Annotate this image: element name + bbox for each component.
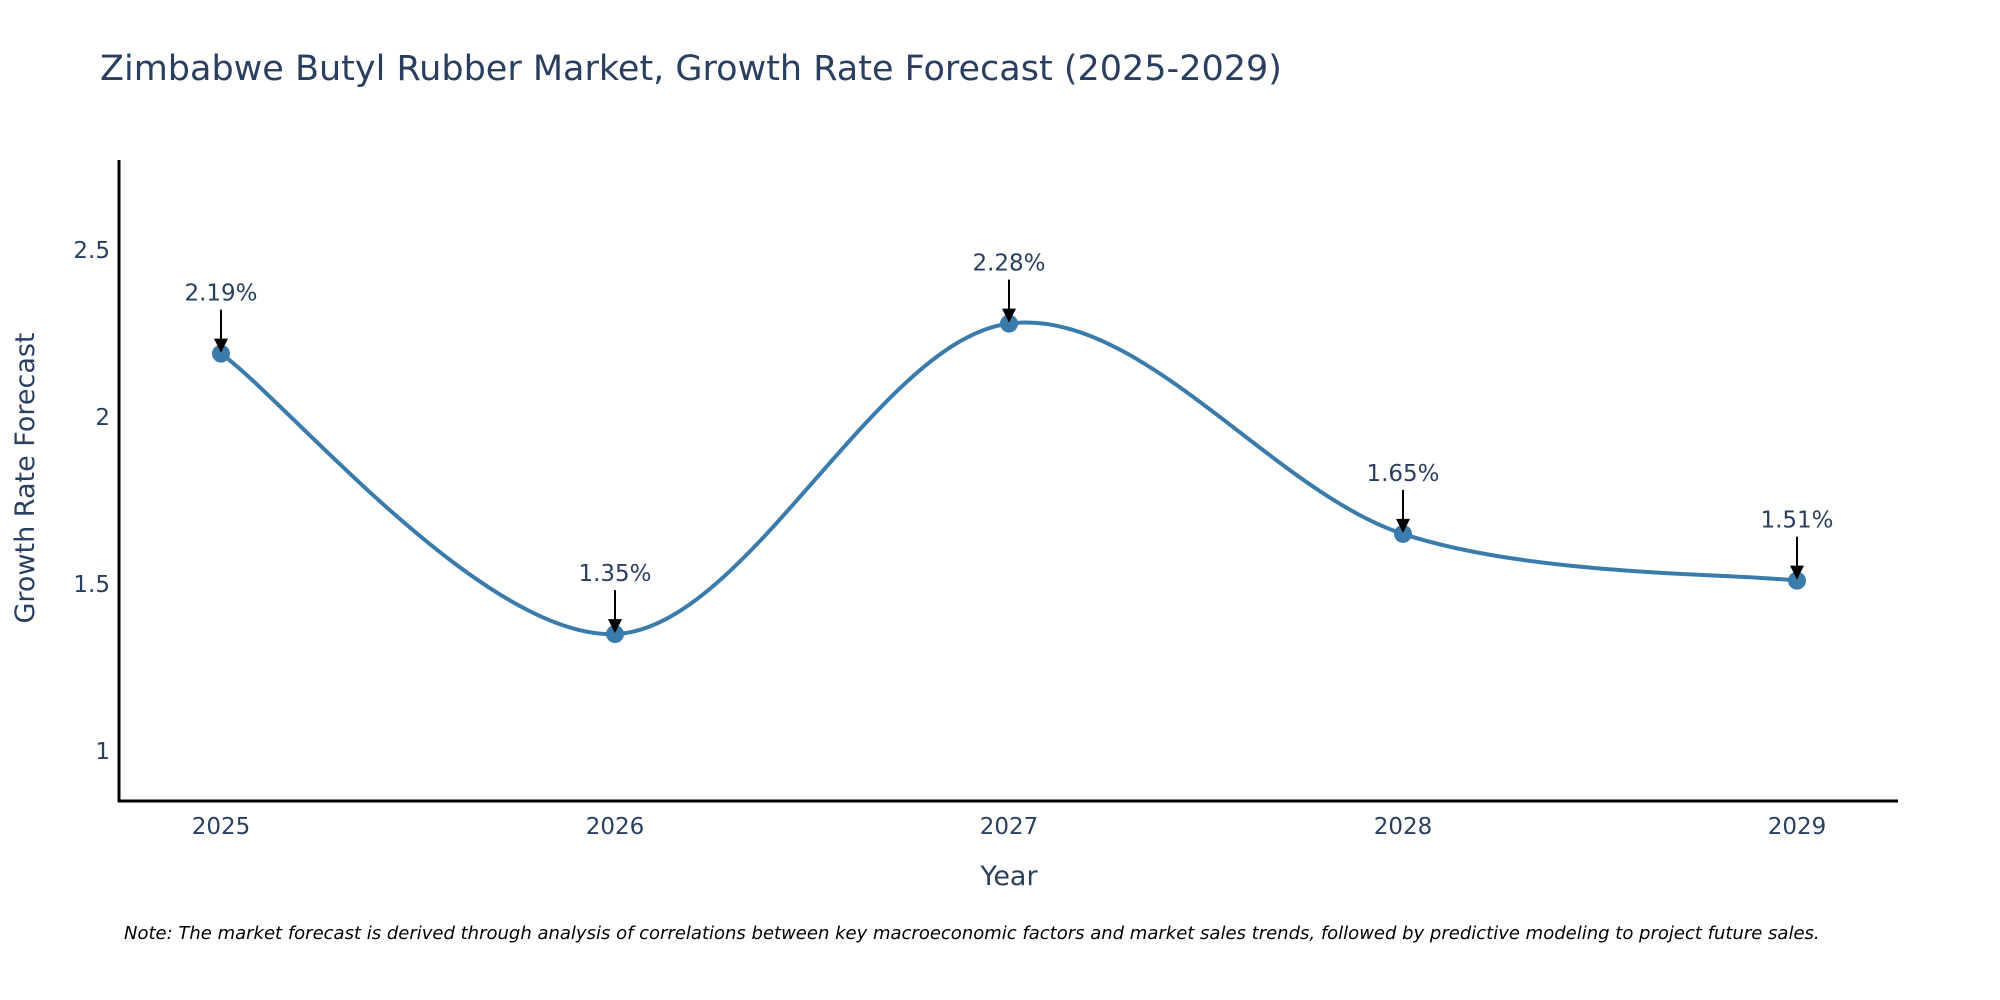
data-label: 1.35% [578,561,651,587]
data-points [212,314,1806,644]
data-point [212,344,230,363]
y-tick-label: 1.5 [73,572,110,598]
x-tick-label: 2029 [1768,814,1827,840]
y-axis-title: Growth Rate Forecast [10,332,41,623]
y-tick-label: 1 [95,739,110,765]
data-label: 1.65% [1366,461,1439,487]
chart-title: Zimbabwe Butyl Rubber Market, Growth Rat… [100,49,1282,89]
annotation-arrow-head [1396,518,1410,533]
data-label: 2.19% [184,281,257,307]
data-label: 1.51% [1760,508,1833,534]
y-tick-label: 2 [95,405,110,431]
y-axis-ticks: 1 1.5 2 2.5 [73,238,110,765]
data-label: 2.28% [972,251,1045,277]
footnote: Note: The market forecast is derived thr… [124,923,1820,944]
x-tick-label: 2028 [1374,814,1433,840]
series-line [219,320,1798,637]
data-point [606,625,624,644]
x-axis-title: Year [979,861,1038,892]
annotation-arrow-head [214,338,228,353]
y-tick-label: 2.5 [73,238,110,264]
data-point [1394,524,1412,543]
annotation-arrow-head [608,619,622,634]
x-tick-label: 2027 [980,814,1039,840]
x-axis-ticks: 2025 2026 2027 2028 2029 [192,814,1827,840]
data-point [1000,314,1018,333]
x-tick-label: 2026 [586,814,645,840]
data-annotations: 2.19% 1.35% 2.28% 1.65% 1.51% [184,251,1834,634]
annotation-arrow-head [1790,565,1804,580]
data-point [1788,571,1806,590]
annotation-arrow-head [1002,308,1016,323]
x-tick-label: 2025 [192,814,251,840]
